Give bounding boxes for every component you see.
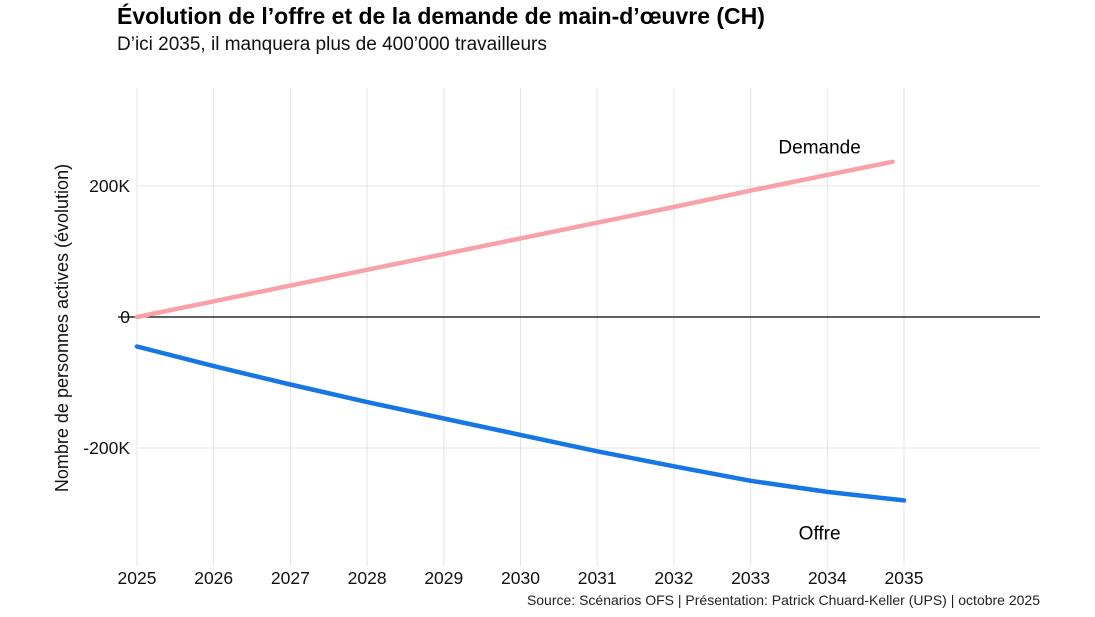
source-caption: Source: Scénarios OFS | Présentation: Pa… — [526, 592, 1040, 608]
x-tick-label: 2035 — [885, 568, 924, 588]
y-tick-label: 0 — [120, 307, 130, 327]
x-tick-label: 2029 — [424, 568, 463, 588]
x-tick-label: 2030 — [501, 568, 540, 588]
x-tick-label: 2027 — [271, 568, 310, 588]
series-label-demande: Demande — [778, 137, 860, 158]
x-tick-label: 2031 — [578, 568, 617, 588]
series-line-demande — [134, 159, 895, 320]
series-line-offre — [134, 344, 907, 503]
y-tick-label: 200K — [89, 176, 130, 196]
chart-title: Évolution de l’offre et de la demande de… — [117, 3, 765, 29]
x-tick-label: 2033 — [731, 568, 770, 588]
x-tick-label: 2028 — [348, 568, 387, 588]
x-tick-label: 2032 — [654, 568, 693, 588]
series-label-offre: Offre — [799, 524, 841, 545]
y-tick-label: -200K — [83, 438, 130, 458]
x-tick-label: 2025 — [118, 568, 157, 588]
x-tick-label: 2034 — [808, 568, 847, 588]
chart-subtitle: D’ici 2035, il manquera plus de 400’000 … — [117, 34, 547, 55]
x-tick-label: 2026 — [194, 568, 233, 588]
